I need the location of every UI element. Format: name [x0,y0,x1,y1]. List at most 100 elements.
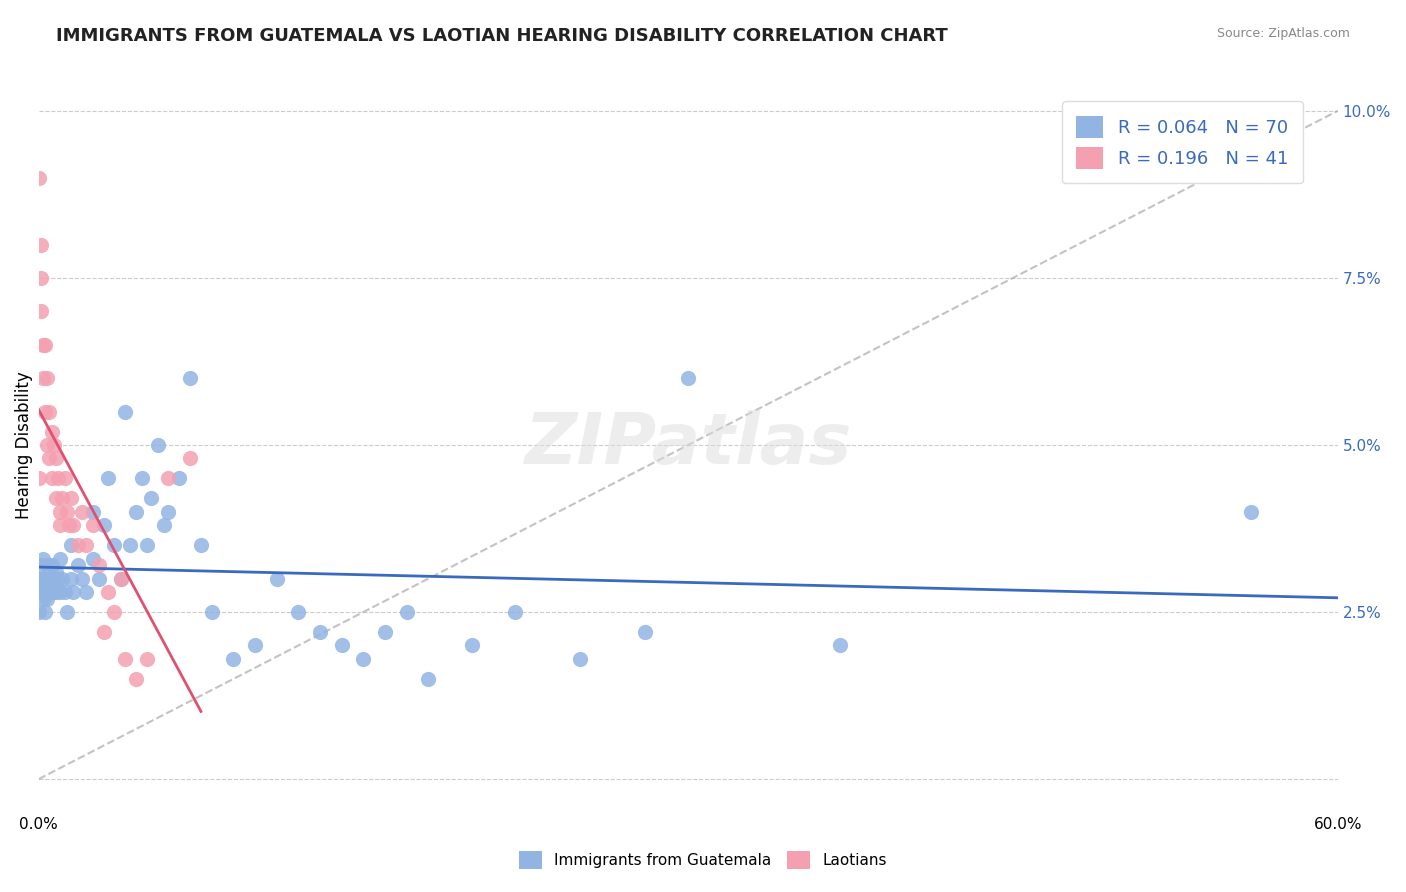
Text: Source: ZipAtlas.com: Source: ZipAtlas.com [1216,27,1350,40]
Point [62,585,84,599]
Point [37,438,59,452]
Point [157,505,180,519]
Point [89,572,111,586]
Point [30,572,52,586]
Point [27,572,49,586]
Point [179,371,201,385]
Point [51,572,73,586]
Point [45,565,67,579]
Point [30,304,52,318]
Point [41,585,63,599]
Point [395,605,418,619]
Point [125,672,148,686]
Point [27,170,49,185]
Point [103,538,125,552]
Point [30,271,52,285]
Point [46,471,69,485]
Point [38,451,60,466]
Point [37,371,59,385]
Point [34,605,56,619]
Point [27,585,49,599]
Point [41,558,63,573]
Point [51,491,73,506]
Point [45,451,67,466]
Point [131,471,153,485]
Point [418,672,440,686]
Point [45,491,67,506]
Point [330,639,353,653]
Point [135,652,157,666]
Point [114,404,136,418]
Point [38,404,60,418]
Point [828,639,851,653]
Point [169,471,191,485]
Point [114,652,136,666]
Point [37,591,59,606]
Point [93,625,115,640]
Point [634,625,657,640]
Point [30,585,52,599]
Point [266,572,288,586]
Point [38,585,60,599]
Point [60,491,83,506]
Point [287,605,309,619]
Point [135,538,157,552]
Point [55,505,77,519]
Point [110,572,132,586]
Point [46,572,69,586]
Point [30,237,52,252]
Point [62,518,84,533]
Point [374,625,396,640]
Point [41,471,63,485]
Point [82,505,104,519]
Point [55,605,77,619]
Point [460,639,482,653]
Point [38,572,60,586]
Point [190,538,212,552]
Point [75,585,97,599]
Point [70,505,93,519]
Point [32,572,55,586]
Point [49,505,72,519]
Point [60,538,83,552]
Point [41,425,63,439]
Point [53,585,76,599]
Point [32,371,55,385]
Point [201,605,224,619]
Point [66,538,89,552]
Point [222,652,245,666]
Point [30,558,52,573]
Point [27,605,49,619]
Point [42,438,65,452]
Point [82,551,104,566]
Point [141,491,163,506]
Point [110,572,132,586]
Point [45,585,67,599]
Point [37,558,59,573]
Point [568,652,591,666]
Point [60,572,83,586]
Point [49,518,72,533]
Point [27,471,49,485]
Text: IMMIGRANTS FROM GUATEMALA VS LAOTIAN HEARING DISABILITY CORRELATION CHART: IMMIGRANTS FROM GUATEMALA VS LAOTIAN HEA… [56,27,948,45]
Point [243,639,266,653]
Y-axis label: Hearing Disability: Hearing Disability [15,371,32,519]
Point [153,518,176,533]
Point [103,605,125,619]
Legend: Immigrants from Guatemala, Laotians: Immigrants from Guatemala, Laotians [513,845,893,875]
Point [58,518,80,533]
Point [309,625,332,640]
Point [49,585,72,599]
Point [34,337,56,351]
Point [93,518,115,533]
Legend: R = 0.064   N = 70, R = 0.196   N = 41: R = 0.064 N = 70, R = 0.196 N = 41 [1062,101,1303,183]
Point [179,451,201,466]
Point [66,558,89,573]
Point [34,404,56,418]
Point [125,505,148,519]
Point [89,558,111,573]
Point [157,471,180,485]
Point [32,551,55,566]
Point [32,337,55,351]
Point [75,538,97,552]
